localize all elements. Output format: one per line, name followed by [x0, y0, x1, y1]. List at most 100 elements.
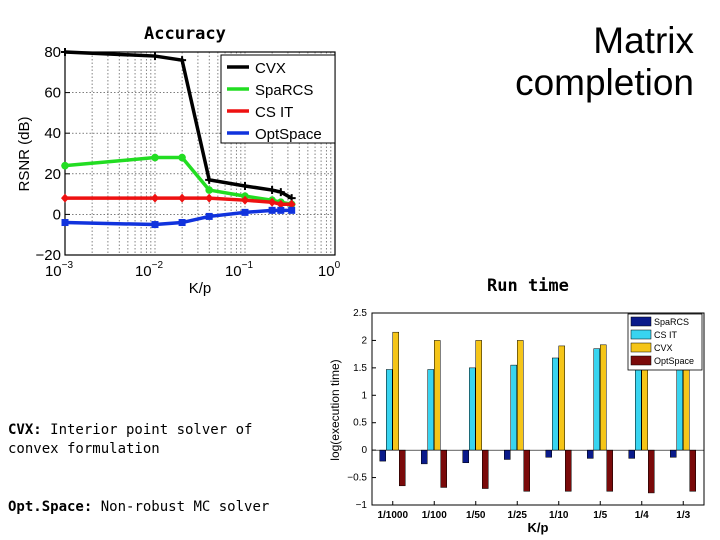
runtime-legend-swatch [630, 342, 652, 353]
accuracy-xtick-label: 10−2 [135, 260, 164, 280]
accuracy-axes-frame [64, 51, 336, 256]
runtime-ytick-label: −1 [356, 500, 368, 511]
runtime-bar [427, 369, 434, 451]
slide-title-line2: completion [515, 62, 694, 103]
accuracy-point [268, 206, 276, 214]
runtime-xtick-label: 1/5 [593, 510, 607, 521]
runtime-bar [399, 449, 406, 487]
accuracy-ytick-label: 40 [44, 125, 61, 142]
accuracy-point [178, 153, 186, 162]
accuracy-point [268, 197, 277, 207]
runtime-bar [523, 449, 530, 492]
runtime-bar [565, 449, 572, 492]
runtime-bar [386, 369, 393, 451]
runtime-bar [421, 449, 428, 465]
runtime-ylabel: log(execution time) [328, 359, 342, 460]
accuracy-point [61, 161, 69, 170]
runtime-bar [469, 367, 476, 451]
runtime-xtick-label: 1/100 [422, 510, 447, 521]
runtime-bar [593, 348, 600, 451]
accuracy-point [178, 56, 187, 65]
runtime-legend-label: SpaRCS [654, 317, 689, 327]
accuracy-point [61, 219, 69, 227]
runtime-legend-label: CVX [654, 343, 673, 353]
note-optspace-text: Non-robust MC solver [92, 499, 270, 515]
runtime-bar [628, 449, 635, 459]
runtime-ytick-label: 2 [361, 335, 367, 346]
note-cvx-text: Interior point solver of convex formulat… [8, 422, 253, 457]
accuracy-legend-label: OptSpace [255, 126, 322, 143]
accuracy-chart-heading: Accuracy [144, 24, 226, 44]
runtime-bar [648, 449, 655, 494]
accuracy-point [151, 153, 159, 162]
runtime-xtick-label: 1/3 [676, 510, 690, 521]
accuracy-point [276, 199, 285, 209]
accuracy-point [241, 195, 249, 205]
runtime-xtick-label: 1/4 [635, 510, 649, 521]
runtime-bar [517, 340, 524, 451]
runtime-bar [379, 449, 386, 462]
accuracy-ylabel: RSNR (dB) [16, 116, 33, 191]
accuracy-point [287, 199, 296, 209]
accuracy-ytick-label: 80 [44, 44, 61, 61]
runtime-ytick-label: 0 [361, 445, 367, 456]
accuracy-xtick-label: 100 [318, 260, 341, 280]
accuracy-point [276, 188, 285, 197]
accuracy-xlabel: K/p [189, 280, 212, 297]
accuracy-point [178, 219, 186, 227]
runtime-xtick-label: 1/50 [466, 510, 486, 521]
runtime-bar [482, 449, 489, 489]
accuracy-point [61, 48, 69, 56]
accuracy-ytick-label: −20 [36, 247, 61, 264]
runtime-bar [606, 449, 613, 492]
note-cvx-term: CVX: [8, 422, 42, 438]
accuracy-legend-label: CS IT [255, 104, 293, 121]
runtime-bar [552, 357, 559, 451]
runtime-ytick-label: −0.5 [347, 473, 367, 484]
slide-title: Matrix completion [434, 20, 694, 104]
runtime-bar [510, 364, 517, 451]
accuracy-point [205, 212, 213, 220]
accuracy-point [178, 193, 187, 203]
runtime-bar [504, 449, 511, 460]
runtime-xtick-label: 1/10 [549, 510, 569, 521]
runtime-legend-swatch [630, 316, 652, 327]
runtime-ytick-label: 2.5 [353, 308, 367, 319]
runtime-legend-label: OptSpace [654, 356, 694, 366]
accuracy-point [205, 175, 214, 184]
runtime-bar [392, 331, 399, 451]
accuracy-point [241, 181, 249, 190]
accuracy-legend-label: SpaRCS [255, 82, 313, 99]
runtime-bar [462, 449, 469, 464]
runtime-chart-heading: Run time [487, 276, 569, 296]
note-optspace-term: Opt.Space: [8, 499, 93, 515]
accuracy-point [205, 193, 214, 203]
accuracy-point [288, 206, 296, 214]
accuracy-xtick-label: 10−3 [45, 260, 74, 280]
accuracy-point [151, 221, 159, 229]
runtime-bar [689, 449, 696, 492]
runtime-bar [600, 344, 607, 451]
runtime-bar [475, 340, 482, 451]
runtime-legend-swatch [630, 355, 652, 366]
accuracy-point [151, 193, 159, 203]
runtime-ytick-label: 1 [361, 390, 367, 401]
accuracy-point [205, 186, 213, 194]
accuracy-point [268, 186, 277, 195]
runtime-xtick-label: 1/1000 [377, 510, 408, 521]
note-optspace: Opt.Space: Non-robust MC solver [8, 498, 308, 517]
runtime-ytick-label: 1.5 [353, 363, 367, 374]
note-cvx: CVX: Interior point solver of convex for… [8, 421, 308, 459]
accuracy-point [61, 193, 69, 203]
runtime-bar [440, 449, 447, 488]
runtime-bar [558, 345, 565, 451]
accuracy-ytick-label: 20 [44, 166, 61, 183]
runtime-bar [587, 449, 594, 459]
runtime-legend-swatch [630, 329, 652, 340]
accuracy-ytick-label: 0 [53, 206, 61, 223]
accuracy-ytick-label: 60 [44, 85, 61, 102]
accuracy-point [151, 52, 159, 61]
runtime-xtick-label: 1/25 [508, 510, 528, 521]
runtime-xlabel: K/p [528, 520, 549, 535]
